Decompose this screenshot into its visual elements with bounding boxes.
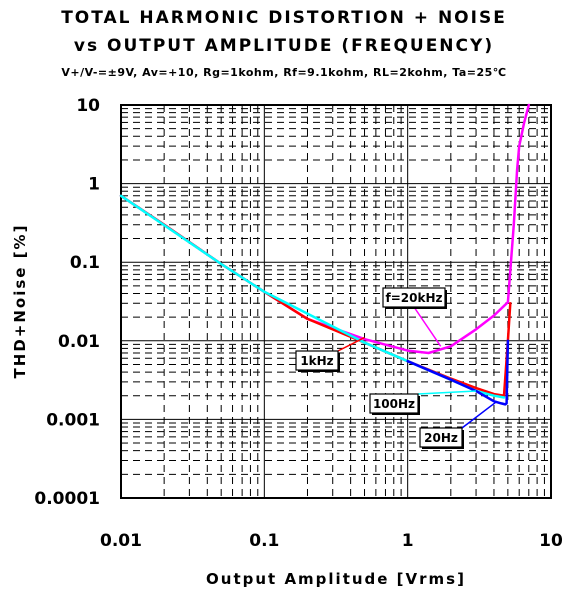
callout-label: 100Hz	[373, 397, 415, 411]
y-tick-label: 0.0001	[34, 489, 100, 509]
series-layer	[119, 103, 531, 406]
y-tick-label: 0.1	[70, 253, 100, 273]
chart-title: TOTAL HARMONIC DISTORTION + NOISE	[61, 8, 507, 28]
callout-box	[419, 427, 463, 448]
callout-box	[295, 350, 339, 371]
callout-box	[369, 393, 419, 414]
callout-pointer	[413, 306, 442, 347]
x-tick-label: 0.1	[249, 531, 279, 551]
test-conditions: V+/V-=±9V, Av=+10, Rg=1kohm, Rf=9.1kohm,…	[61, 66, 507, 79]
chart-subtitle: vs OUTPUT AMPLITUDE (FREQUENCY)	[73, 36, 495, 56]
y-tick-label: 1	[88, 175, 100, 195]
callout-label: 20Hz	[424, 431, 458, 445]
callout-pointer	[461, 400, 498, 429]
series-line-20hz	[406, 339, 510, 406]
callout-box	[382, 287, 446, 308]
callout-layer: f=20kHz 1kHz 100Hz 20Hz	[295, 287, 498, 449]
y-axis-label: THD+Noise [%]	[11, 224, 29, 379]
y-tick-label: 0.01	[58, 332, 100, 352]
y-tick-label: 0.001	[46, 410, 100, 430]
x-tick-label: 0.01	[100, 531, 142, 551]
tick-labels: 0.01 0.1 1 10 10 1 0.1 0.01 0.001 0.0001	[34, 96, 563, 551]
callout-label: 1kHz	[300, 354, 333, 368]
callout-pointer	[337, 336, 365, 352]
x-tick-label: 1	[402, 531, 414, 551]
x-tick-label: 10	[539, 531, 563, 551]
series-line-f20khz	[119, 103, 531, 355]
grid	[121, 105, 551, 498]
y-tick-label: 10	[76, 96, 100, 116]
plot-frame	[120, 104, 552, 499]
callout-label: f=20kHz	[386, 291, 443, 305]
x-axis-label: Output Amplitude [Vrms]	[206, 570, 466, 588]
callout-pointer	[417, 390, 477, 395]
